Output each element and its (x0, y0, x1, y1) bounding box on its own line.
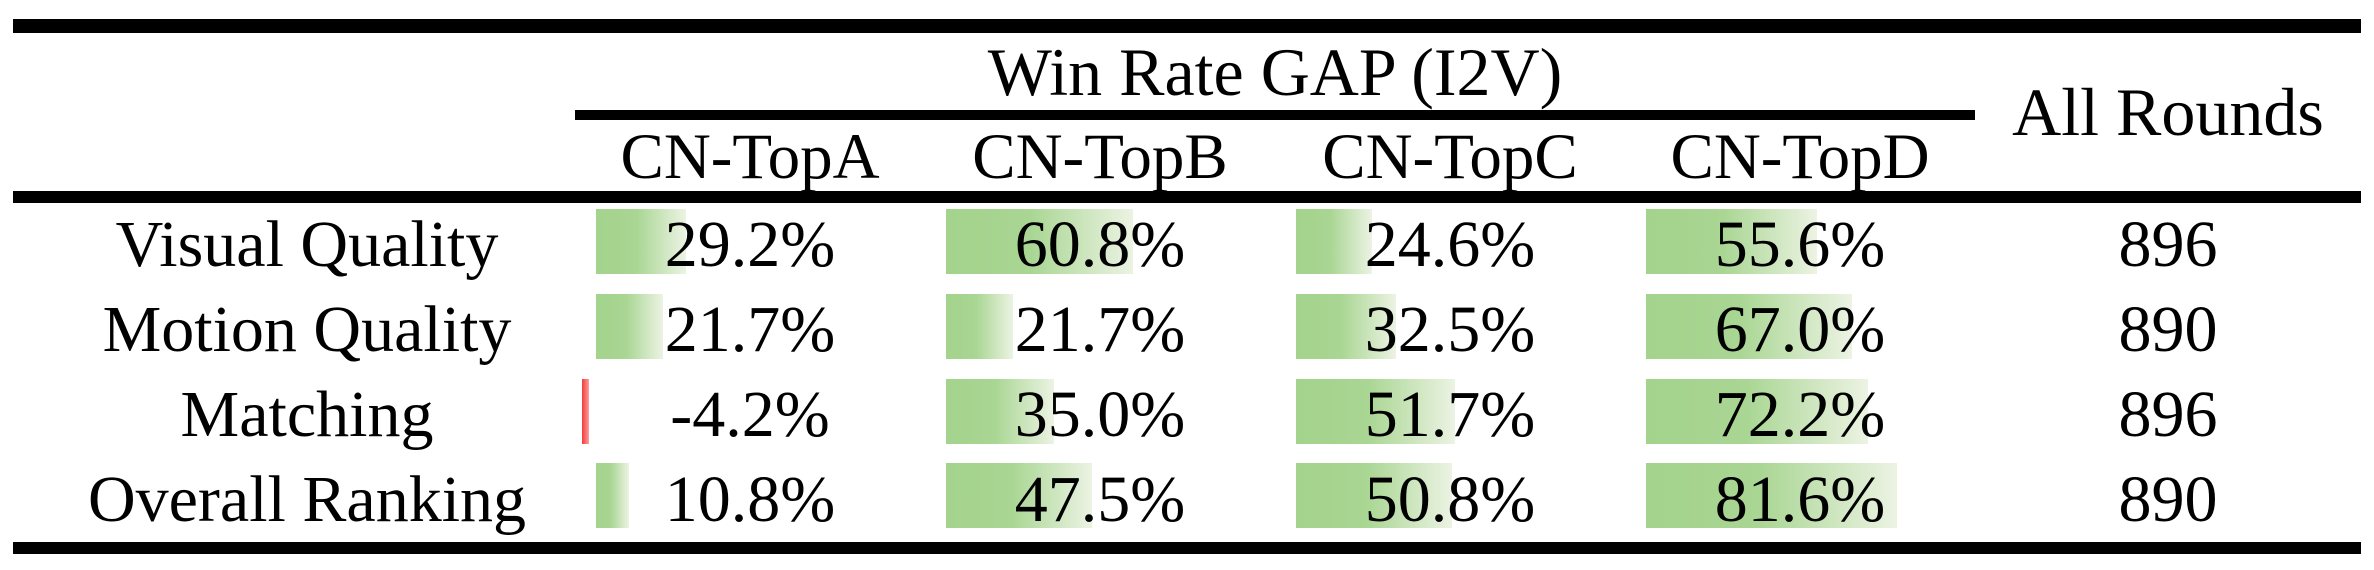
header-spacer (13, 120, 575, 195)
value-bar (1296, 209, 1372, 274)
header-body-rule (13, 191, 2361, 203)
table-top-rule (13, 19, 2361, 33)
win-rate-cell: 10.8% (575, 457, 925, 542)
row-label-overall-ranking: Overall Ranking (87, 462, 527, 536)
win-rate-value: 24.6% (1364, 208, 1536, 282)
win-rate-value: 21.7% (1014, 293, 1186, 367)
table-bottom-rule (13, 542, 2361, 554)
win-rate-cell: 72.2% (1625, 373, 1975, 458)
all-rounds-cell: 896 (2118, 208, 2218, 282)
win-rate-value: -4.2% (670, 377, 830, 451)
win-rate-cell: 24.6% (1275, 203, 1625, 288)
win-rate-value: 60.8% (1014, 208, 1186, 282)
win-rate-value: 35.0% (1014, 377, 1186, 451)
value-bar (596, 293, 663, 359)
value-bar-negative (582, 378, 589, 444)
win-rate-value: 50.8% (1364, 462, 1536, 536)
win-rate-cell: 67.0% (1625, 288, 1975, 373)
column-header-cn-topb: CN-TopB (972, 121, 1228, 193)
win-rate-value: 47.5% (1014, 462, 1186, 536)
win-rate-value: 29.2% (664, 208, 836, 282)
win-rate-cell: 29.2% (575, 203, 925, 288)
win-rate-cell: 81.6% (1625, 457, 1975, 542)
group-header-underline-row (13, 110, 2361, 120)
results-table: Win Rate GAP (I2V) CN-TopA CN-TopB CN-To… (13, 19, 2361, 554)
group-header-underline (575, 110, 1975, 120)
win-rate-value: 72.2% (1714, 377, 1886, 451)
win-rate-cell: 32.5% (1275, 288, 1625, 373)
all-rounds-cell: 890 (2118, 462, 2218, 536)
value-bar (1646, 209, 1817, 274)
value-bar (946, 378, 1054, 444)
win-rate-cell: 50.8% (1275, 457, 1625, 542)
win-rate-cell: 51.7% (1275, 373, 1625, 458)
all-rounds-cell: 890 (2118, 293, 2218, 367)
value-bar (1296, 378, 1455, 444)
win-rate-cell: -4.2% (575, 373, 925, 458)
win-rate-cell: 47.5% (925, 457, 1275, 542)
win-rate-cell: 55.6% (1625, 203, 1975, 288)
value-bar (946, 463, 1092, 529)
win-rate-cell: 35.0% (925, 373, 1275, 458)
win-rate-cell: 21.7% (575, 288, 925, 373)
row-label-matching: Matching (180, 377, 434, 451)
group-header-win-rate-gap: Win Rate GAP (I2V) (987, 34, 1563, 110)
header-row-group: Win Rate GAP (I2V) (13, 33, 2361, 110)
column-header-cn-topd: CN-TopD (1670, 121, 1930, 193)
all-rounds-cell: 896 (2118, 377, 2218, 451)
value-bar (946, 209, 1133, 274)
win-rate-value: 67.0% (1714, 293, 1886, 367)
value-bar (1646, 463, 1897, 529)
column-header-cn-topa: CN-TopA (620, 121, 880, 193)
value-bar (1296, 463, 1452, 529)
value-bar (1296, 293, 1396, 359)
win-rate-value: 55.6% (1714, 208, 1886, 282)
win-rate-value: 21.7% (664, 293, 836, 367)
value-bar (596, 463, 629, 529)
column-header-cn-topc: CN-TopC (1322, 121, 1578, 193)
row-label-visual-quality: Visual Quality (115, 208, 499, 282)
win-rate-cell: 21.7% (925, 288, 1275, 373)
header-row-columns: CN-TopA CN-TopB CN-TopC CN-TopD (13, 120, 2361, 193)
value-bar (946, 293, 1013, 359)
value-bar (596, 209, 686, 274)
win-rate-value: 10.8% (664, 462, 836, 536)
win-rate-cell: 60.8% (925, 203, 1275, 288)
win-rate-value: 32.5% (1364, 293, 1536, 367)
column-header-all-rounds: All Rounds (2012, 73, 2324, 150)
row-label-motion-quality: Motion Quality (102, 293, 512, 367)
table-body: Visual Quality 29.2% 60.8% 24.6% 55.6% 8… (13, 203, 2361, 542)
win-rate-value: 51.7% (1364, 377, 1536, 451)
value-bar (1646, 293, 1852, 359)
win-rate-value: 81.6% (1714, 462, 1886, 536)
value-bar (1646, 378, 1868, 444)
